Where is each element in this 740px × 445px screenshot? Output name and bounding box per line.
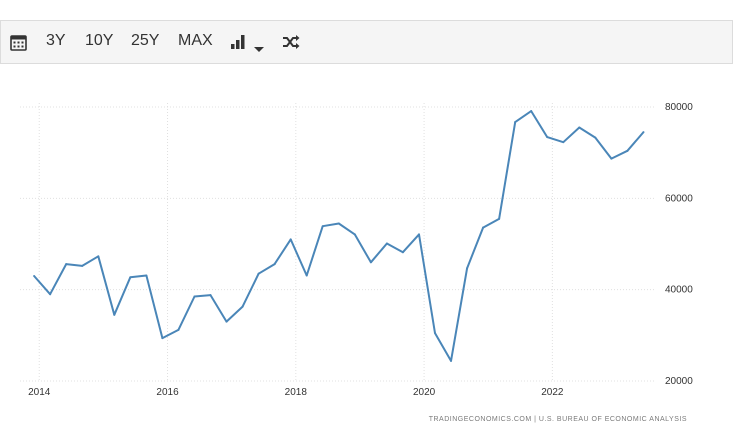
data-point	[241, 305, 244, 308]
data-point	[225, 320, 228, 323]
data-point	[273, 263, 276, 266]
source-attribution: TRADINGECONOMICS.COM | U.S. BUREAU OF EC…	[429, 416, 687, 423]
data-point	[353, 233, 356, 236]
data-point	[33, 274, 36, 277]
line-chart: 2014 2016 2018 2020 2022 20000 40000 60000 8000…	[20, 102, 693, 423]
y-tick-label: 20000	[665, 376, 693, 387]
data-point	[289, 238, 292, 241]
data-point	[113, 313, 116, 316]
range-3y-button[interactable]: 3Y	[46, 32, 66, 49]
series	[33, 110, 645, 362]
data-point	[401, 251, 404, 254]
caret-down-icon[interactable]	[254, 40, 264, 58]
y-tick-label: 80000	[665, 102, 693, 113]
y-tick-label: 60000	[665, 193, 693, 204]
data-point	[450, 359, 453, 362]
range-25y-button[interactable]: 25Y	[131, 32, 160, 49]
data-point	[514, 121, 517, 124]
x-tick-label: 2022	[541, 387, 564, 398]
x-tick-label: 2020	[413, 387, 436, 398]
data-point	[65, 263, 68, 266]
data-point	[417, 233, 420, 236]
x-tick-label: 2018	[285, 387, 308, 398]
data-point	[385, 242, 388, 245]
bar-chart-icon[interactable]	[230, 34, 246, 55]
data-point	[562, 141, 565, 144]
chart-toolbar: 3Y 10Y 25Y MAX	[0, 20, 733, 64]
x-tick-label: 2014	[28, 387, 51, 398]
data-point	[81, 264, 84, 267]
data-point	[642, 131, 645, 134]
data-point	[466, 267, 469, 270]
data-point	[498, 217, 501, 220]
data-point	[610, 157, 613, 160]
data-point	[546, 136, 549, 139]
x-axis: 2014 2016 2018 2020 2022	[28, 387, 564, 398]
data-point	[129, 276, 132, 279]
x-tick-label: 2016	[156, 387, 179, 398]
y-axis: 20000 40000 60000 80000	[665, 102, 693, 387]
data-point	[97, 255, 100, 258]
range-10y-button[interactable]: 10Y	[85, 32, 114, 49]
data-point	[209, 294, 212, 297]
calendar-icon[interactable]	[10, 34, 27, 56]
data-point	[626, 149, 629, 152]
data-point	[145, 274, 148, 277]
data-point	[161, 337, 164, 340]
range-max-button[interactable]: MAX	[178, 32, 213, 49]
grid	[20, 103, 655, 382]
data-point	[305, 274, 308, 277]
data-point	[369, 261, 372, 264]
data-point	[578, 126, 581, 129]
shuffle-icon[interactable]	[282, 34, 300, 55]
data-point	[530, 110, 533, 113]
data-point	[49, 293, 52, 296]
data-point	[321, 225, 324, 228]
data-point	[193, 295, 196, 298]
data-point	[337, 222, 340, 225]
data-point	[482, 226, 485, 229]
data-point	[594, 136, 597, 139]
data-point	[433, 332, 436, 335]
y-tick-label: 40000	[665, 285, 693, 296]
data-point	[177, 328, 180, 331]
data-point	[257, 272, 260, 275]
